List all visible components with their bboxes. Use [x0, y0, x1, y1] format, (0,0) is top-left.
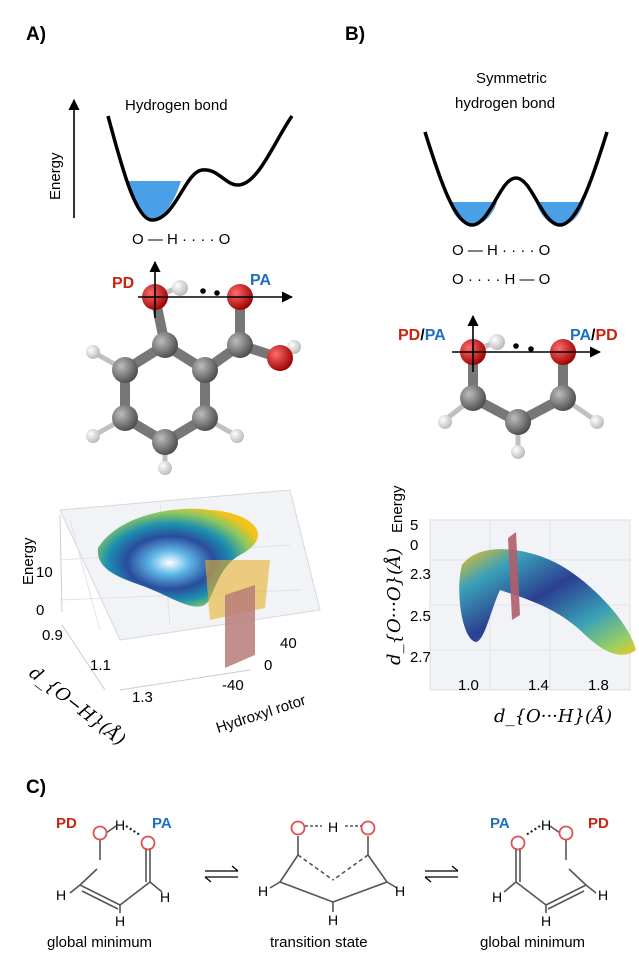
- molecule-b-right-label: PA/PD: [570, 327, 618, 344]
- surface-a-ztick-10: 10: [36, 564, 53, 581]
- shb-bond-scheme-2: O · · · · H — O: [452, 271, 550, 288]
- surface-b-xtick-1.0: 1.0: [458, 677, 479, 694]
- scheme-right: [503, 825, 597, 913]
- molecule-b-left-red: PD: [398, 327, 420, 344]
- surface-b-ylabel: d_{O···O}(Å): [383, 548, 405, 665]
- molecule-b-right-blue: PA: [570, 327, 591, 344]
- surface-b-ytick-2.7: 2.7: [410, 649, 431, 666]
- scheme-left: [69, 825, 163, 913]
- scheme-left-donor: PD: [56, 815, 77, 832]
- scheme-left-acceptor: PA: [152, 815, 172, 832]
- surface-b-ztick-5: 5: [410, 517, 418, 534]
- surface-b-xtick-1.4: 1.4: [528, 677, 549, 694]
- hb-title: Hydrogen bond: [125, 97, 228, 114]
- scheme-left-h-3: H: [115, 913, 125, 929]
- surface-a-xlabel: d_{O−H}(Å): [25, 662, 130, 751]
- surface-a-xtick-0.9: 0.9: [42, 627, 63, 644]
- surface-a-zlabel: Energy: [20, 537, 37, 585]
- caption-left: global minimum: [47, 934, 152, 951]
- shb-title-line1: Symmetric: [476, 70, 547, 87]
- surface-a-ytick-neg40: -40: [222, 677, 244, 694]
- potential-curve: [106, 114, 294, 222]
- surface-a-ytick-0: 0: [264, 657, 272, 674]
- panel-label-c: C): [26, 777, 46, 798]
- surface-b-ztick-0: 0: [410, 537, 418, 554]
- scheme-left-h-bridge: H: [115, 817, 125, 833]
- molecule-b-left-sep: /: [420, 327, 425, 344]
- scheme-right-h-1: H: [492, 889, 502, 905]
- molecule-b-right-sep: /: [591, 327, 596, 344]
- surface-a-ztick-0: 0: [36, 602, 44, 619]
- surface-b-zlabel: Energy: [389, 485, 406, 533]
- surface-b-ts-plane: [508, 532, 520, 620]
- scheme-middle-h-bridge: H: [328, 819, 338, 835]
- molecule-a: [86, 260, 301, 475]
- surface-a-xtick-1.1: 1.1: [90, 657, 111, 674]
- surface-a-ts-plane: [225, 585, 255, 668]
- scheme-middle-h-2: H: [395, 883, 405, 899]
- hb-bond-scheme: O — H · · · · O: [132, 231, 230, 248]
- molecule-b-left-blue: PA: [425, 327, 446, 344]
- surface-b-ytick-2.5: 2.5: [410, 608, 431, 625]
- scheme-right-donor: PD: [588, 815, 609, 832]
- shb-title-line2: hydrogen bond: [455, 95, 555, 112]
- surface-b-xlabel: d_{O···H}(Å): [494, 705, 612, 727]
- surface-b: [429, 519, 636, 691]
- panel-label-b: B): [345, 24, 365, 45]
- scheme-right-h-bridge: H: [541, 817, 551, 833]
- surface-a-ylabel: Hydroxyl rotor: [214, 692, 308, 737]
- surface-a-ytick-40: 40: [280, 635, 297, 652]
- panel-label-a: A): [26, 24, 46, 45]
- scheme-middle: [269, 820, 398, 912]
- caption-middle: transition state: [270, 934, 368, 951]
- scheme-left-h-2: H: [160, 889, 170, 905]
- surface-a: [59, 489, 321, 691]
- shb-bond-scheme-1: O — H · · · · O: [452, 242, 550, 259]
- scheme-middle-h-1: H: [258, 883, 268, 899]
- symmetric-potential-curve: [423, 131, 609, 227]
- equilibrium-arrows-2: [424, 865, 459, 883]
- surface-b-xtick-1.8: 1.8: [588, 677, 609, 694]
- scheme-right-h-2: H: [598, 887, 608, 903]
- energy-axis-label: Energy: [47, 152, 64, 200]
- surface-b-ytick-2.3: 2.3: [410, 566, 431, 583]
- scheme-right-h-3: H: [541, 913, 551, 929]
- surface-a-xtick-1.3: 1.3: [132, 689, 153, 706]
- molecule-a-acceptor-label: PA: [250, 272, 271, 289]
- scheme-right-acceptor: PA: [490, 815, 510, 832]
- equilibrium-arrows-1: [204, 865, 239, 883]
- scheme-left-h-1: H: [56, 887, 66, 903]
- molecule-b-left-label: PD/PA: [398, 327, 446, 344]
- molecule-b: [438, 314, 604, 459]
- caption-right: global minimum: [480, 934, 585, 951]
- molecule-a-donor-label: PD: [112, 275, 134, 292]
- molecule-b-right-red: PD: [596, 327, 618, 344]
- scheme-middle-h-3: H: [328, 912, 338, 928]
